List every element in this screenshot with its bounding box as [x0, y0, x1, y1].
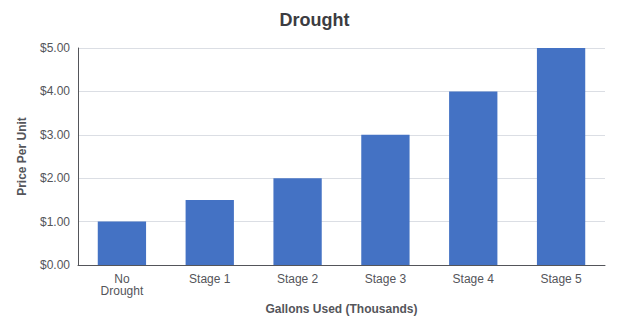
svg-text:$2.00: $2.00: [40, 171, 70, 185]
svg-text:Stage 1: Stage 1: [189, 272, 231, 286]
svg-text:$5.00: $5.00: [40, 41, 70, 55]
svg-text:Drought: Drought: [280, 10, 350, 30]
svg-text:$3.00: $3.00: [40, 128, 70, 142]
svg-text:$0.00: $0.00: [40, 258, 70, 272]
svg-text:Gallons Used (Thousands): Gallons Used (Thousands): [265, 302, 417, 316]
svg-text:Stage 2: Stage 2: [277, 272, 319, 286]
svg-text:No: No: [114, 272, 130, 286]
svg-text:$1.00: $1.00: [40, 215, 70, 229]
svg-text:Price Per Unit: Price Per Unit: [15, 117, 29, 196]
svg-text:Drought: Drought: [101, 284, 144, 298]
svg-text:Stage 3: Stage 3: [365, 272, 407, 286]
svg-text:Stage 5: Stage 5: [540, 272, 582, 286]
svg-text:$4.00: $4.00: [40, 84, 70, 98]
svg-text:Stage 4: Stage 4: [453, 272, 495, 286]
